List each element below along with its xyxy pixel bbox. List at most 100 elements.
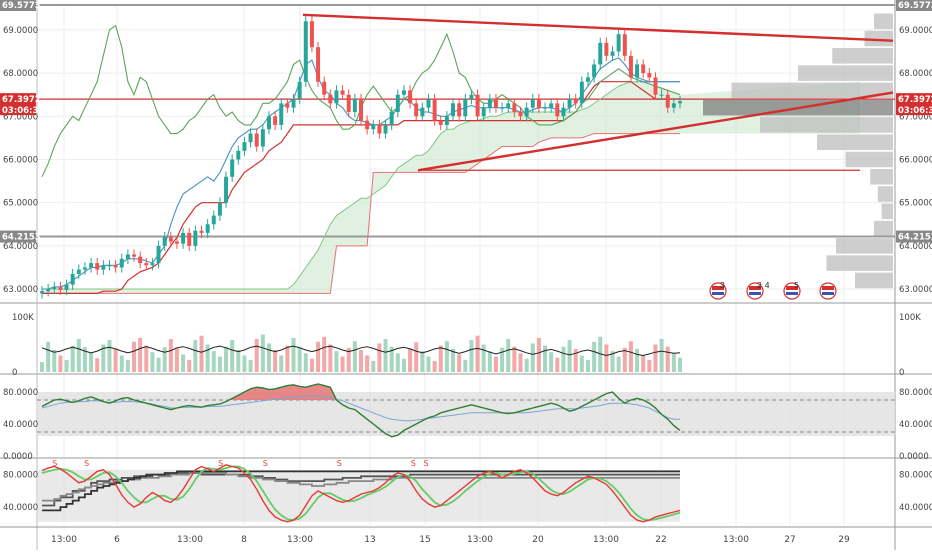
- volume-bar: [162, 347, 167, 372]
- volume-bar: [101, 344, 106, 372]
- candle: [82, 267, 87, 270]
- candle: [506, 103, 511, 108]
- candle: [217, 202, 222, 216]
- flag-stripe: [749, 286, 761, 290]
- volume-bar: [592, 341, 597, 372]
- volume-bar: [193, 340, 198, 372]
- price-tag-right: [896, 0, 932, 11]
- price-tick-left: 68.0000: [3, 69, 38, 79]
- volume-bar: [242, 355, 247, 372]
- volume-bar: [512, 346, 517, 372]
- candle: [254, 133, 259, 147]
- price-tick-right: 67.0000: [899, 112, 932, 122]
- senkou-a-line: [42, 81, 681, 290]
- time-tick: 13:00: [467, 535, 493, 545]
- volume-bar: [224, 346, 229, 372]
- price-tick-left: 64.0000: [3, 242, 38, 252]
- candle: [359, 99, 363, 121]
- volume-bar: [653, 344, 658, 372]
- price-tag-label: 67.3972: [898, 95, 932, 105]
- stoch-d-line: [41, 465, 681, 522]
- price-tag-left: [0, 230, 36, 243]
- volume-bar: [561, 346, 566, 372]
- volume-bar: [420, 351, 425, 372]
- candle: [622, 34, 627, 56]
- volume-tick-left: 0: [12, 368, 17, 378]
- candle: [395, 94, 400, 112]
- volume-bar: [665, 346, 670, 372]
- volume-bar: [635, 348, 640, 372]
- candle: [401, 90, 406, 95]
- candle: [389, 111, 394, 125]
- volume-bar: [303, 353, 308, 372]
- volume-bar: [40, 362, 44, 372]
- volume-bar: [487, 351, 492, 372]
- volume-bar: [567, 340, 572, 372]
- volume-bar: [659, 339, 664, 372]
- candle: [641, 64, 646, 74]
- volume-bar: [414, 342, 419, 372]
- candle: [377, 124, 382, 134]
- candle: [199, 230, 204, 233]
- time-tick: 20: [532, 535, 544, 545]
- volume-profile-bar: [874, 220, 893, 237]
- time-tick: 15: [419, 535, 430, 545]
- volume-profile-bar: [798, 65, 893, 81]
- volume-bar: [371, 361, 376, 372]
- volume-bar: [365, 355, 370, 372]
- volume-bar: [266, 343, 271, 372]
- rsi-tick-left: 40.0000: [3, 420, 38, 430]
- volume-bar: [536, 337, 541, 372]
- volume-bar: [408, 348, 413, 372]
- candle: [592, 64, 597, 78]
- price-tag-right: [896, 93, 932, 116]
- volume-bar: [616, 356, 621, 372]
- volume-bar: [254, 339, 259, 372]
- candle: [518, 111, 523, 117]
- volume-bar: [64, 359, 69, 372]
- candle: [144, 263, 149, 266]
- signal-marker: S: [424, 459, 429, 468]
- rsi-tick-right: 80.0000: [899, 388, 932, 398]
- price-tick-right: 69.0000: [899, 26, 932, 36]
- candle: [70, 273, 75, 285]
- volume-tick-left: 100K: [12, 313, 34, 323]
- volume-bar: [174, 347, 179, 372]
- volume-bar: [211, 351, 216, 372]
- volume-bar: [518, 353, 523, 372]
- volume-bar: [555, 357, 560, 372]
- candle: [291, 99, 296, 108]
- volume-profile-bar: [855, 272, 893, 289]
- volume-bar: [579, 355, 584, 372]
- candle: [432, 99, 437, 121]
- candle: [340, 90, 345, 95]
- event-count: 3: [720, 281, 725, 290]
- stoch-stepped-line-2: [42, 470, 680, 512]
- volume-profile-bar: [881, 203, 893, 220]
- candle: [598, 42, 603, 65]
- candle: [659, 94, 664, 96]
- volume-profile-bar: [760, 117, 893, 133]
- volume-bar: [285, 345, 290, 372]
- candle: [76, 269, 81, 274]
- volume-bar: [346, 347, 351, 372]
- volume-bar: [647, 359, 652, 372]
- candle: [543, 107, 548, 109]
- volume-profile-bar: [870, 168, 893, 185]
- volume-bar: [463, 359, 468, 372]
- stoch-k-line: [41, 464, 681, 523]
- volume-tick-right: 0: [899, 368, 904, 378]
- candle: [530, 99, 535, 108]
- volume-bar: [150, 352, 155, 372]
- volume-bar: [438, 345, 443, 372]
- senkou-b-line: [42, 133, 680, 294]
- candle: [567, 99, 572, 108]
- time-tick: 13:00: [51, 535, 77, 545]
- time-tick: 6: [114, 535, 120, 545]
- volume-bar: [199, 335, 204, 372]
- candle: [408, 90, 413, 104]
- candle: [678, 101, 682, 104]
- volume-bar: [549, 352, 554, 372]
- volume-bar: [119, 355, 124, 372]
